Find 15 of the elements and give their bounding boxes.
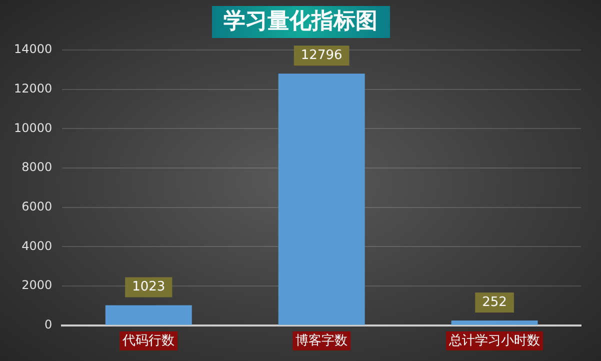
x-tick-label: 总计学习小时数 <box>448 334 540 349</box>
y-tick-label: 14000 <box>14 42 52 56</box>
y-tick-label: 0 <box>44 318 52 332</box>
y-tick-label: 6000 <box>22 199 52 214</box>
data-label: 12796 <box>300 48 342 64</box>
y-tick-label: 10000 <box>14 120 52 135</box>
y-tick-label: 2000 <box>22 278 52 292</box>
chart-title: 学习量化指标图 <box>212 6 390 38</box>
x-tick-label: 代码行数 <box>122 334 175 349</box>
y-tick-label: 8000 <box>22 160 52 174</box>
x-tick-label: 博客字数 <box>296 332 348 349</box>
y-tick-label: 4000 <box>22 238 52 253</box>
y-tick-label: 12000 <box>14 81 52 96</box>
data-label: 252 <box>482 294 507 310</box>
data-label: 1023 <box>132 280 166 295</box>
